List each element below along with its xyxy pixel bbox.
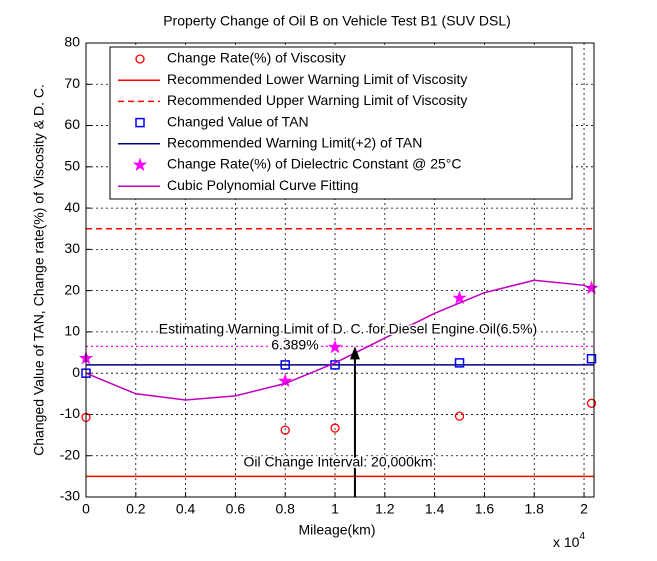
y-tick-label: 20 [64, 281, 80, 297]
x-tick-label: 1.8 [525, 501, 545, 517]
y-tick-label: -10 [60, 405, 80, 421]
y-tick-label: -30 [60, 488, 80, 504]
series-line [85, 279, 592, 401]
x-multiplier-base: x 10 [553, 534, 580, 550]
legend-box [109, 46, 573, 200]
x-tick-label: 1.2 [375, 501, 395, 517]
y-tick-label: 80 [64, 34, 80, 50]
legend-label: Change Rate(%) of Dielectric Constant @ … [167, 156, 462, 172]
x-tick-label: 1.6 [475, 501, 495, 517]
x-axis-label: Mileage(km) [298, 522, 375, 538]
marker [452, 290, 467, 305]
annotation: Estimating Warning Limit of D. C. for Di… [159, 321, 537, 337]
x-multiplier-exponent: 4 [579, 531, 585, 542]
chart-title: Property Change of Oil B on Vehicle Test… [163, 13, 511, 29]
x-tick-label: 0.8 [275, 501, 295, 517]
axes-box [85, 42, 595, 498]
marker [454, 411, 465, 421]
legend-marker [135, 117, 145, 128]
y-tick-label: 30 [64, 240, 80, 256]
y-tick-label: 10 [64, 323, 80, 339]
x-multiplier: x 104 [553, 531, 585, 550]
legend-label: Change Rate(%) of Viscosity [167, 50, 346, 66]
x-tick-label: 0.6 [226, 501, 246, 517]
x-tick-label: 2 [580, 501, 588, 517]
marker [280, 425, 290, 435]
x-tick-label: 1.4 [425, 501, 445, 517]
y-tick-label: 0 [72, 364, 80, 380]
legend-label: Recommended Lower Warning Limit of Visco… [167, 71, 467, 87]
legend-marker [135, 54, 145, 64]
y-axis-label: Changed Value of TAN, Change rate(%) of … [31, 84, 47, 456]
marker [586, 398, 597, 408]
annotation: Oil Change Interval: 20,000km [243, 454, 432, 470]
x-tick-label: 0.4 [176, 501, 196, 517]
x-tick-label: 0 [82, 501, 90, 517]
y-tick-label: -20 [60, 446, 80, 462]
annotation: 6.389% [271, 337, 318, 353]
y-tick-label: 40 [64, 199, 80, 215]
legend-marker [132, 157, 148, 172]
marker [454, 358, 465, 368]
y-tick-label: 70 [64, 75, 80, 91]
legend-label: Recommended Warning Limit(+2) of TAN [167, 135, 422, 151]
x-tick-label: 0.2 [126, 501, 146, 517]
x-tick-label: 1 [331, 501, 339, 517]
legend-label: Cubic Polynomial Curve Fitting [167, 177, 358, 193]
y-tick-label: 60 [64, 116, 80, 132]
y-tick-label: 50 [64, 158, 80, 174]
marker [586, 353, 597, 364]
arrow-head [349, 346, 360, 360]
legend-label: Recommended Upper Warning Limit of Visco… [167, 92, 467, 108]
legend-label: Changed Value of TAN [167, 113, 309, 129]
marker [327, 339, 343, 354]
marker [330, 423, 340, 433]
